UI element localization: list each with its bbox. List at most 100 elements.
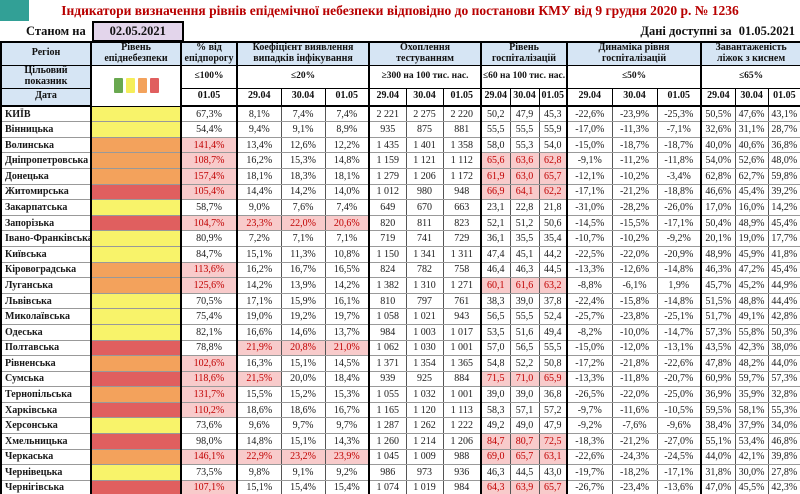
dyn-cell: -17,1%: [566, 183, 613, 201]
region-name-cell: Львівська: [0, 292, 92, 310]
beds-cell: 54,0%: [700, 152, 736, 169]
test-cell: 758: [442, 261, 482, 279]
beds-cell: 50,4%: [700, 214, 736, 232]
test-cell: 1 159: [368, 152, 407, 169]
dyn-cell: -31,0%: [566, 199, 613, 216]
coef-cell: 14,2%: [280, 183, 326, 201]
coef-cell: 14,4%: [236, 183, 282, 201]
hosp-cell: 52,1: [480, 214, 511, 232]
beds-cell: 57,3%: [767, 370, 800, 388]
hosp-cell: 47,9: [538, 417, 568, 435]
dyn-cell: -24,3%: [611, 448, 658, 466]
beds-cell: 52,6%: [734, 152, 769, 169]
dyn-cell: -25,1%: [656, 308, 702, 325]
table-row: КИЇВ 67,3% 8,1% 7,4% 7,4% 2 221 2 275 2 220 50,2…: [0, 105, 800, 123]
beds-cell: 62,8%: [700, 167, 736, 185]
dyn-cell: -15,0%: [566, 136, 613, 154]
beds-cell: 38,4%: [700, 417, 736, 435]
beds-cell: 43,1%: [767, 105, 800, 123]
coef-cell: 16,2%: [236, 152, 282, 169]
test-cell: 2 221: [368, 105, 407, 123]
dyn-cell: -6,1%: [611, 277, 658, 294]
table-row: Вінницька 54,4% 9,4% 9,1% 8,9% 935 875 881 55,5 5…: [0, 121, 800, 138]
table-row: Івано-Франківська 80,9% 7,2% 7,1% 7,1% 719 741…: [0, 230, 800, 247]
beds-cell: 43,5%: [700, 339, 736, 357]
dyn-cell: -17,2%: [566, 355, 613, 372]
date-dyn-2: 30.04: [611, 87, 658, 108]
hosp-cell: 36,1: [480, 230, 511, 247]
region-name-cell: Рівненська: [0, 355, 92, 372]
dyn-cell: -18,7%: [656, 136, 702, 154]
beds-cell: 17,7%: [767, 230, 800, 247]
beds-cell: 40,0%: [700, 136, 736, 154]
beds-cell: 47,8%: [700, 355, 736, 372]
dyn-cell: -10,5%: [656, 401, 702, 419]
dyn-cell: -10,0%: [611, 323, 658, 341]
coef-cell: 9,7%: [324, 417, 370, 435]
hosp-cell: 35,4: [538, 230, 568, 247]
dyn-cell: -22,5%: [566, 245, 613, 263]
pct-cell: 67,3%: [180, 105, 238, 123]
coef-cell: 13,4%: [236, 136, 282, 154]
col-header-level: Рівень епіднебезпеки: [90, 41, 182, 66]
as-of-label: Станом на: [26, 24, 86, 38]
region-name-cell: Донецька: [0, 167, 92, 185]
coef-cell: 14,8%: [236, 433, 282, 450]
col-header-pct: % від епідпорогу: [180, 41, 238, 66]
region-name-cell: Вінницька: [0, 121, 92, 138]
beds-cell: 44,4%: [767, 292, 800, 310]
dyn-cell: -18,8%: [656, 183, 702, 201]
dyn-cell: -10,7%: [566, 230, 613, 247]
test-cell: 973: [405, 464, 444, 481]
test-cell: 986: [368, 464, 407, 481]
hosp-cell: 55,5: [509, 308, 540, 325]
test-cell: 797: [405, 292, 444, 310]
target-test: ≥300 на 100 тис. нас.: [367, 64, 482, 89]
beds-cell: 41,8%: [767, 245, 800, 263]
dyn-cell: -10,2%: [611, 167, 658, 185]
dyn-cell: -8,8%: [566, 277, 613, 294]
hosp-cell: 44,5: [509, 464, 540, 481]
hosp-cell: 57,0: [480, 339, 511, 357]
epidemic-level-cell: [90, 199, 182, 216]
hosp-cell: 71,0: [509, 370, 540, 388]
hosp-cell: 61,6: [509, 277, 540, 294]
epidemic-level-cell: [90, 308, 182, 325]
beds-cell: 17,0%: [700, 199, 736, 216]
table-row: Рівненська 102,6% 16,3% 15,1% 14,5% 1 371 1 35…: [0, 355, 800, 372]
region-name-cell: Кіровоградська: [0, 261, 92, 279]
test-cell: 1 112: [442, 152, 482, 169]
test-cell: 782: [405, 261, 444, 279]
beds-cell: 48,9%: [734, 214, 769, 232]
coef-cell: 8,1%: [236, 105, 282, 123]
hosp-cell: 61,9: [480, 167, 511, 185]
hosp-cell: 21,8: [538, 199, 568, 216]
test-cell: 1 365: [442, 355, 482, 372]
beds-cell: 34,0%: [767, 417, 800, 435]
pct-cell: 98,0%: [180, 433, 238, 450]
date-beds-2: 30.04: [734, 87, 769, 108]
date-beds-1: 29.04: [700, 87, 736, 108]
pct-cell: 157,4%: [180, 167, 238, 185]
dyn-cell: -27,0%: [656, 433, 702, 450]
data-available-label: Дані доступні за: [640, 24, 732, 38]
test-cell: 1 032: [405, 386, 444, 403]
test-cell: 1 003: [405, 323, 444, 341]
table-row: Полтавська 78,8% 21,9% 20,8% 21,0% 1 062 1 030…: [0, 339, 800, 357]
beds-cell: 36,8%: [767, 136, 800, 154]
test-cell: 1 001: [442, 386, 482, 403]
test-cell: 1 214: [405, 433, 444, 450]
test-cell: 1 435: [368, 136, 407, 154]
beds-cell: 16,0%: [734, 199, 769, 216]
dyn-cell: -22,0%: [611, 245, 658, 263]
test-cell: 1 260: [368, 433, 407, 450]
test-cell: 1 222: [442, 417, 482, 435]
table-row: Миколаївська 75,4% 19,0% 19,2% 19,7% 1 058 1 0…: [0, 308, 800, 325]
dyn-cell: -13,3%: [566, 370, 613, 388]
hosp-cell: 65,7: [509, 448, 540, 466]
pct-cell: 146,1%: [180, 448, 238, 466]
region-name-cell: Івано-Франківська: [0, 230, 92, 247]
hosp-cell: 55,5: [509, 121, 540, 138]
coef-cell: 9,8%: [236, 464, 282, 481]
